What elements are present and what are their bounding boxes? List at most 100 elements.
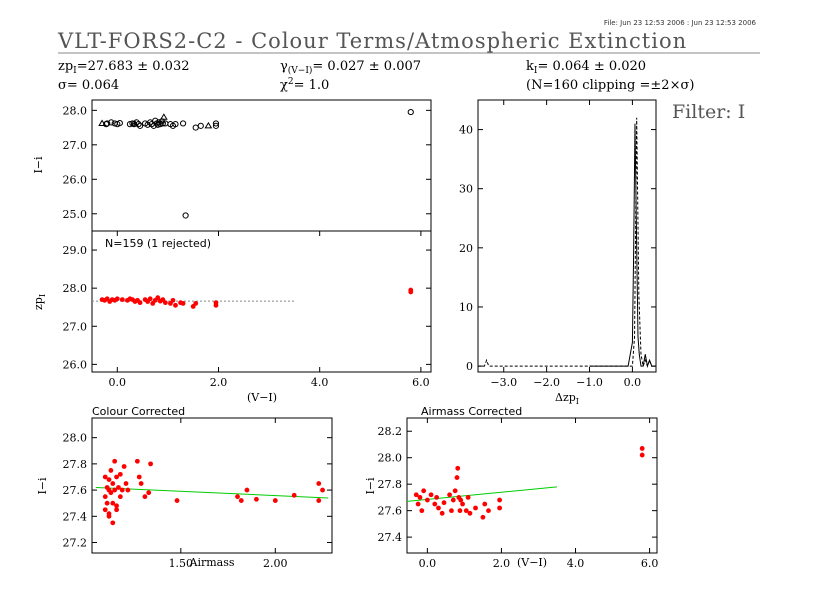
airmass-ylabel: I−i bbox=[364, 477, 377, 495]
zp-vs-color-point bbox=[137, 300, 143, 306]
airmass-corrected-point bbox=[419, 508, 425, 514]
mag-point bbox=[212, 120, 220, 127]
airmass-corrected-point bbox=[460, 501, 465, 507]
file-info: File: Jun 23 12:53 2006 : Jun 23 12:53 2… bbox=[604, 19, 757, 27]
airmass-xlabel: (V−I) bbox=[517, 556, 547, 569]
airmass-corrected-ytick-label: 27.4 bbox=[378, 531, 403, 544]
panel-airmass-frame bbox=[406, 417, 658, 554]
colour-corrected-point bbox=[106, 513, 112, 519]
colour-corrected-point bbox=[272, 498, 278, 503]
k-subscript: I bbox=[534, 66, 538, 76]
mag-point bbox=[135, 121, 142, 128]
airmass-corrected-point bbox=[482, 501, 488, 507]
airmass-corrected-point bbox=[415, 501, 421, 507]
chart-marks: 25.0 26.0 27.0 28.0 26.0 27.0 28.0 29.0 0.0 2.0 4.… bbox=[63, 100, 659, 570]
sigma-value: σ= 0.064 bbox=[58, 78, 119, 93]
colour-corrected-point bbox=[110, 500, 116, 506]
zp-vs-color-point bbox=[193, 301, 199, 306]
airmass-corrected-point bbox=[497, 497, 502, 503]
colour-corrected-point bbox=[106, 477, 112, 483]
colour-corrected-fit-line bbox=[95, 486, 329, 499]
airmass-corrected-point bbox=[458, 497, 464, 503]
colour-corrected-point bbox=[148, 461, 153, 467]
colour-corrected-point bbox=[110, 481, 116, 486]
mag-triangle bbox=[159, 113, 168, 120]
colour-corrected-point bbox=[238, 498, 244, 503]
mag-ylabel: I−i bbox=[32, 156, 45, 174]
svg-text:γ(V−I)= 0.027 ± 0.007: γ(V−I)= 0.027 ± 0.007 bbox=[280, 59, 421, 76]
airmass-corrected-point bbox=[439, 510, 445, 516]
colour-corrected-point bbox=[108, 468, 114, 473]
mag-point bbox=[116, 119, 123, 127]
airmass-corrected-point bbox=[457, 508, 463, 514]
svg-text:kI= 0.064 ± 0.020: kI= 0.064 ± 0.020 bbox=[526, 59, 646, 76]
colour-corrected-ytick-label: 27.2 bbox=[63, 537, 88, 550]
chi-label: χ bbox=[280, 78, 288, 93]
airmass-corrected-point bbox=[480, 514, 486, 520]
stats-block: zpI=27.683 ± 0.032 σ= 0.064 γ(V−I)= 0.02… bbox=[58, 59, 694, 93]
mag-point bbox=[104, 120, 111, 127]
airmass-corrected-point bbox=[455, 465, 461, 471]
airmass-corrected-point bbox=[421, 488, 427, 494]
panel-hist-frame bbox=[477, 99, 657, 373]
colour-corrected-point bbox=[142, 494, 148, 500]
airmass-corrected-point bbox=[465, 495, 471, 500]
airmass-corrected-point bbox=[467, 510, 473, 516]
zp-panel-annotation: N=159 (1 rejected) bbox=[105, 237, 211, 250]
airmass-corrected-point bbox=[436, 505, 441, 511]
colour-corrected-point bbox=[116, 485, 121, 490]
zp-vs-color-ytick-label: 26.0 bbox=[63, 358, 88, 371]
zp-ylabel: zpI bbox=[32, 294, 47, 310]
zp-vs-color-point bbox=[119, 297, 125, 302]
colour-corrected-point bbox=[125, 487, 131, 493]
mag-point bbox=[197, 122, 204, 129]
colour-corrected-point bbox=[121, 464, 127, 469]
zp-vs-color-ytick-label: 27.0 bbox=[63, 320, 88, 333]
colour-corrected-xtick-label: 2.00 bbox=[263, 557, 288, 570]
mag-point bbox=[192, 124, 199, 131]
airmass-corrected-xtick-label: 6.0 bbox=[641, 557, 659, 570]
k-value: = 0.064 ± 0.020 bbox=[537, 59, 646, 74]
colour-corrected-point bbox=[102, 494, 108, 500]
histogram-xtick-label: −2.0 bbox=[533, 376, 560, 389]
airmass-corrected-point bbox=[417, 495, 423, 500]
zp-vs-color-point bbox=[213, 300, 219, 306]
gamma-label: γ bbox=[280, 59, 288, 74]
zp-vs-color-point bbox=[162, 300, 168, 306]
mag-triangle bbox=[98, 119, 107, 126]
mag-point bbox=[172, 121, 179, 128]
colour-xlabel: Airmass bbox=[189, 556, 235, 569]
colour-corrected-point bbox=[112, 458, 118, 464]
airmass-corrected-ytick-label: 28.0 bbox=[378, 452, 403, 465]
zp-vs-color-point bbox=[114, 296, 120, 302]
airmass-corrected-point bbox=[441, 500, 447, 506]
zp-vs-color-point bbox=[173, 302, 178, 308]
mag-point bbox=[126, 121, 134, 128]
airmass-corrected-point bbox=[447, 492, 452, 498]
airmass-corrected-point bbox=[450, 497, 456, 503]
colour-corrected-point bbox=[291, 492, 297, 498]
airmass-corrected-point bbox=[432, 501, 438, 507]
airmass-corrected-point bbox=[428, 492, 434, 498]
colour-corrected-ytick-label: 28.0 bbox=[63, 432, 88, 445]
colour-corrected-point bbox=[244, 487, 250, 493]
zp-label: zp bbox=[58, 59, 73, 74]
zp-xlabel: (V−I) bbox=[247, 391, 277, 404]
page-title: VLT-FORS2-C2 - Colour Terms/Atmospheric … bbox=[57, 29, 687, 53]
mag-vs-color-ytick-label: 25.0 bbox=[63, 208, 88, 221]
colour-corrected-point bbox=[174, 498, 180, 503]
histogram-xtick-label: −1.0 bbox=[576, 376, 603, 389]
zp-vs-color-point bbox=[170, 297, 176, 303]
histogram-ytick-label: 0 bbox=[466, 360, 473, 373]
airmass-corrected-ytick-label: 27.8 bbox=[378, 478, 403, 491]
histogram-line bbox=[478, 117, 656, 368]
airmass-corrected-point bbox=[449, 508, 454, 514]
zp-ylabel-sub: I bbox=[38, 294, 47, 297]
airmass-corrected-point bbox=[454, 475, 460, 480]
colour-corrected-point bbox=[114, 474, 119, 480]
colour-corrected-point bbox=[316, 481, 322, 486]
mag-point bbox=[108, 119, 115, 126]
airmass-corrected-point bbox=[497, 505, 502, 511]
airmass-corrected-point bbox=[434, 495, 440, 500]
mag-triangle bbox=[204, 121, 213, 129]
